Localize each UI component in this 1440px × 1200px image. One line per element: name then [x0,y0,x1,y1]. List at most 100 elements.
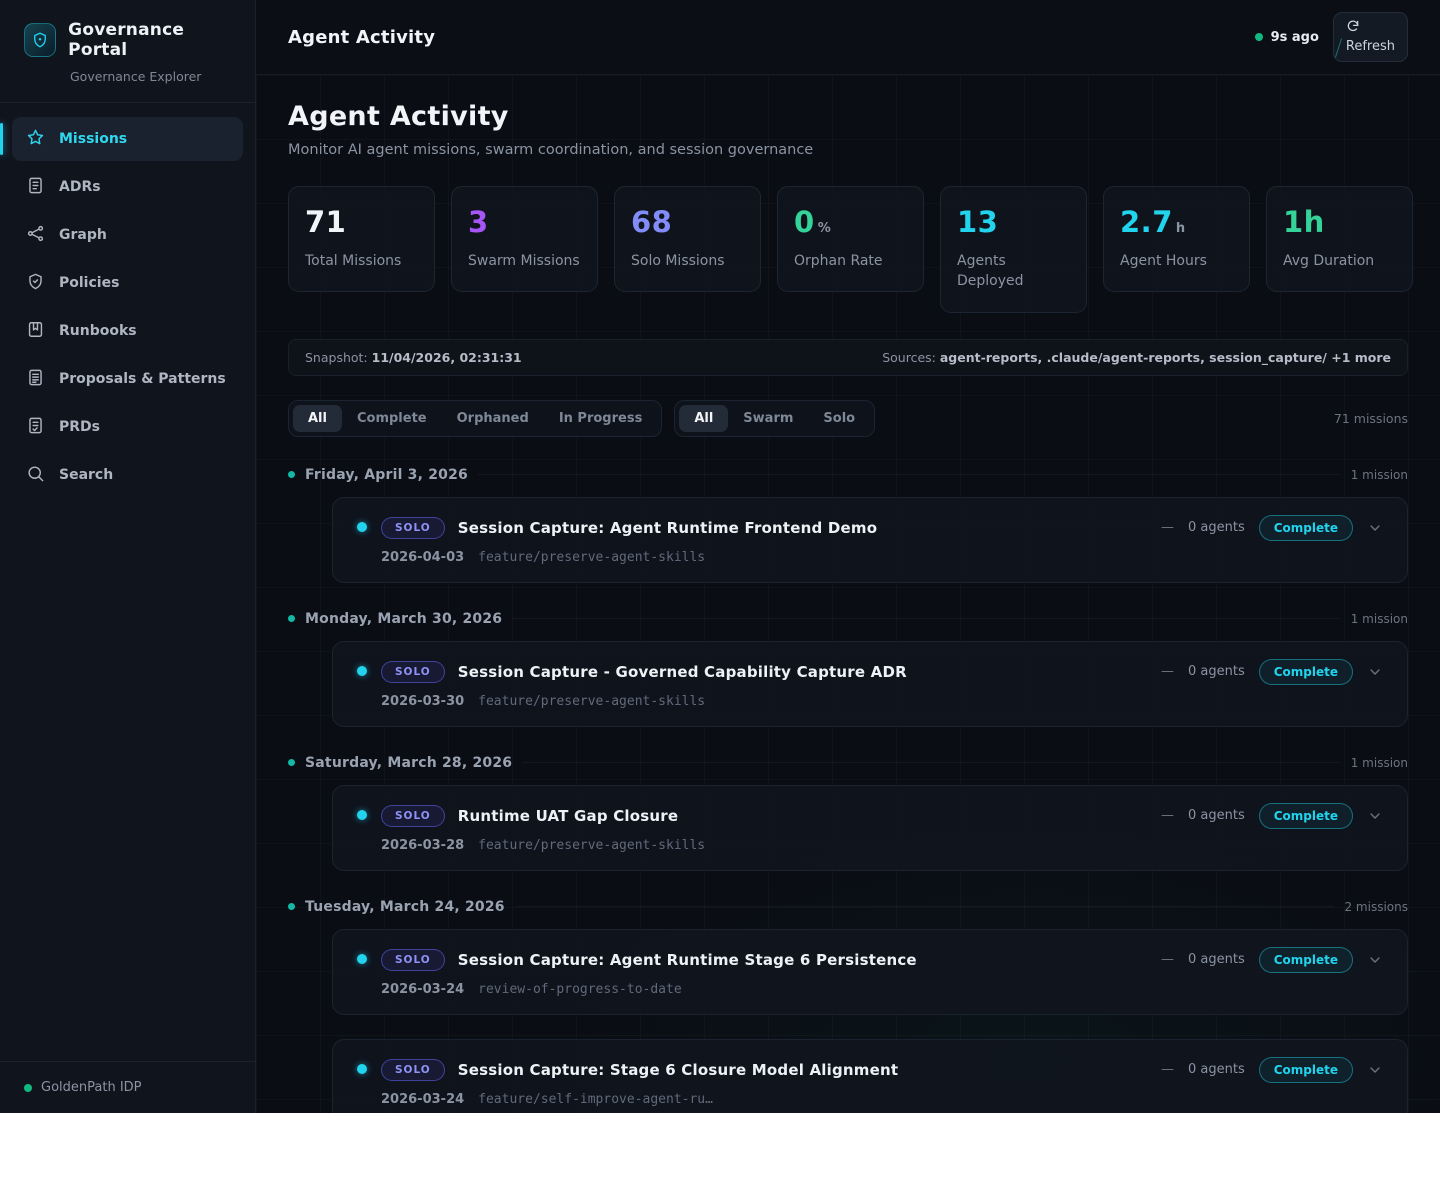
mission-type-badge: SOLO [381,660,445,683]
status-filter-group: All Complete Orphaned In Progress [288,399,663,437]
mission-title: Runtime UAT Gap Closure [457,806,679,825]
group-mission-count: 1 mission [1350,611,1408,626]
mission-row[interactable]: SOLO Session Capture: Stage 6 Closure Mo… [332,1038,1408,1113]
mission-date: 2026-03-28 [381,837,465,853]
sidebar: Governance Portal Governance Explorer Mi… [0,0,256,1113]
sidebar-item-label: Missions [59,131,128,147]
online-dot-icon [1254,33,1263,41]
last-refresh-status: 9s ago [1254,29,1319,45]
group-mission-count: 1 mission [1350,755,1408,770]
star-icon [26,128,45,151]
stat-label: Solo Missions [631,253,725,269]
sidebar-item-graph[interactable]: Graph [12,213,243,257]
date-dot-icon [288,759,295,767]
mission-dot-icon [357,809,367,820]
filter-type-all[interactable]: All [679,404,729,432]
mission-group: Friday, April 3, 2026 1 mission SOLO Ses… [288,467,1408,583]
brand-title: Governance Portal [68,20,185,60]
chevron-down-icon[interactable] [1367,1062,1383,1078]
chevron-down-icon[interactable] [1367,664,1383,680]
mission-dot-icon [357,953,367,964]
divider [477,474,1341,476]
stats-row: 71 Total Missions 3 Swarm Missions 68 So… [288,186,1413,313]
mission-date: 2026-03-24 [381,981,465,997]
sidebar-item-label: Proposals & Patterns [59,371,226,387]
mission-title: Session Capture: Agent Runtime Stage 6 P… [457,950,917,969]
mission-row[interactable]: SOLO Session Capture - Governed Capabili… [332,640,1408,727]
duration-dash: — [1160,952,1174,968]
date-dot-icon [288,903,295,911]
mission-groups: Friday, April 3, 2026 1 mission SOLO Ses… [288,467,1408,1113]
file-check-icon [26,416,45,439]
brand-subtitle: Governance Explorer [70,69,202,84]
mission-row[interactable]: SOLO Runtime UAT Gap Closure — 0 agents … [332,784,1408,871]
file-text-icon [26,368,45,391]
sidebar-item-label: Policies [59,275,120,291]
sidebar-nav: Missions ADRs Graph Policies Runbooks Pr… [0,103,255,1061]
sidebar-item-proposals-patterns[interactable]: Proposals & Patterns [12,357,243,401]
mission-date: 2026-04-03 [381,549,465,565]
group-date: Friday, April 3, 2026 [305,466,468,483]
stat-card-orphan-rate: 0% Orphan Rate [777,186,924,293]
filter-status-all[interactable]: All [293,404,342,432]
chevron-down-icon[interactable] [1367,808,1383,824]
mission-date: 2026-03-24 [381,1091,465,1107]
chevron-down-icon[interactable] [1367,520,1383,536]
mission-row[interactable]: SOLO Session Capture: Agent Runtime Fron… [332,496,1408,583]
sidebar-item-adrs[interactable]: ADRs [12,165,243,209]
stat-label: Agent Hours [1120,253,1207,269]
duration-dash: — [1160,520,1174,536]
filter-type-swarm[interactable]: Swarm [728,405,808,432]
status-badge-complete[interactable]: Complete [1258,802,1353,829]
last-refresh-text: 9s ago [1270,29,1319,45]
sidebar-item-search[interactable]: Search [12,453,243,497]
status-badge-complete[interactable]: Complete [1258,946,1353,973]
sidebar-item-prds[interactable]: PRDs [12,405,243,449]
sidebar-item-label: Runbooks [59,323,137,339]
mission-branch: review-of-progress-to-date [478,981,682,997]
filter-status-orphaned[interactable]: Orphaned [442,405,544,432]
brand-header: Governance Portal Governance Explorer [0,0,255,103]
sidebar-item-missions[interactable]: Missions [0,117,243,161]
date-dot-icon [288,615,295,623]
mission-branch: feature/self-improve-agent-ru… [478,1091,713,1107]
mission-type-badge: SOLO [381,1058,445,1081]
stat-label: Orphan Rate [794,253,883,269]
sidebar-footer: GoldenPath IDP [0,1061,255,1113]
refresh-icon [1346,19,1360,37]
main-area: Agent Activity 9s ago Refresh Agent Acti… [256,0,1440,1113]
mission-branch: feature/preserve-agent-skills [478,837,706,853]
sidebar-item-label: Search [59,467,114,483]
date-dot-icon [288,471,295,479]
mission-branch: feature/preserve-agent-skills [478,549,706,565]
top-header: Agent Activity 9s ago Refresh [256,0,1440,75]
chevron-down-icon[interactable] [1367,952,1383,968]
refresh-button[interactable]: Refresh [1332,12,1408,62]
stat-value: 0 [794,205,815,239]
divider [514,906,1335,908]
stat-label: Avg Duration [1283,253,1375,269]
mission-row[interactable]: SOLO Session Capture: Agent Runtime Stag… [332,928,1408,1015]
sidebar-item-label: ADRs [59,179,101,195]
page-content: Agent Activity Monitor AI agent missions… [256,75,1440,1113]
mission-type-badge: SOLO [381,516,445,539]
filter-status-in-progress[interactable]: In Progress [544,405,658,432]
filter-type-solo[interactable]: Solo [808,405,870,432]
snapshot-bar: Snapshot: 11/04/2026, 02:31:31 Sources: … [288,338,1408,376]
governance-portal-app: Governance Portal Governance Explorer Mi… [0,0,1440,1113]
stat-value: 13 [957,205,999,239]
sidebar-item-policies[interactable]: Policies [12,261,243,305]
filter-status-complete[interactable]: Complete [342,405,442,432]
status-badge-complete[interactable]: Complete [1258,658,1353,685]
status-badge-complete[interactable]: Complete [1258,1056,1353,1083]
agents-count: 0 agents [1187,664,1245,680]
group-mission-count: 1 mission [1350,467,1408,482]
stat-label: Total Missions [305,253,402,269]
stat-card-agent-hours: 2.7 h Agent Hours [1103,186,1250,293]
page-subtitle: Monitor AI agent missions, swarm coordin… [288,142,814,158]
mission-date: 2026-03-30 [381,693,465,709]
status-badge-complete[interactable]: Complete [1258,514,1353,541]
stat-label: Swarm Missions [468,253,580,269]
filters-row: All Complete Orphaned In Progress All Sw… [288,399,1408,437]
sidebar-item-runbooks[interactable]: Runbooks [12,309,243,353]
